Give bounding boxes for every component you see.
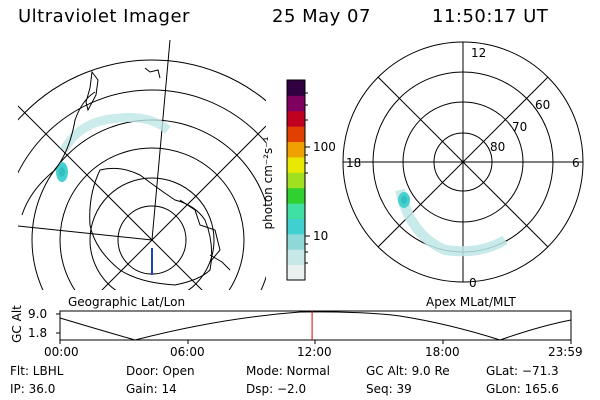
time-tick-2359: 23:59 xyxy=(548,345,583,359)
aurora-emission-right xyxy=(395,188,508,257)
altitude-curve xyxy=(59,311,572,341)
colorbar-cell xyxy=(287,218,305,235)
colorbar-ticks xyxy=(305,92,310,264)
info-gcalt: GC Alt: 9.0 Re xyxy=(366,364,450,378)
info-gain: Gain: 14 xyxy=(126,382,177,396)
info-flt: Flt: LBHL xyxy=(10,364,64,378)
altitude-ytick-low: 1.8 xyxy=(28,326,48,340)
time-tick-1200: 12:00 xyxy=(297,345,332,359)
left-panel-label: Geographic Lat/Lon xyxy=(68,295,186,309)
info-glat: GLat: −71.3 xyxy=(486,364,559,378)
coastlines xyxy=(21,67,231,286)
colorbar-cell xyxy=(287,187,305,204)
altitude-ylabel: GC Alt xyxy=(10,305,24,343)
colorbar-unit-label: photon cm⁻²s⁻¹ xyxy=(261,136,275,230)
mlat-label-70: 70 xyxy=(512,120,528,134)
time-tick-0000: 00:00 xyxy=(44,345,79,359)
colorbar xyxy=(286,79,310,281)
altitude-plot xyxy=(56,310,572,344)
mlt-label-0: 0 xyxy=(469,276,477,290)
time-tick-0600: 06:00 xyxy=(170,345,205,359)
altitude-ytick-high: 9.0 xyxy=(28,307,48,321)
image-time: 11:50:17 UT xyxy=(432,6,549,27)
colorbar-cell xyxy=(287,95,305,112)
colorbar-cell xyxy=(287,156,305,173)
info-dsp: Dsp: −2.0 xyxy=(246,382,307,396)
info-mode: Mode: Normal xyxy=(246,364,330,378)
colorbar-tick-100: 100 xyxy=(313,140,336,154)
colorbar-cell xyxy=(287,110,305,127)
colorbar-cell xyxy=(287,172,305,189)
geographic-map xyxy=(18,40,266,290)
aurora-emission-left xyxy=(56,113,171,182)
colorbar-cell xyxy=(287,264,305,281)
image-date: 25 May 07 xyxy=(272,6,371,27)
info-glon: GLon: 165.6 xyxy=(486,382,559,396)
mlt-label-18: 18 xyxy=(346,156,362,170)
colorbar-cell xyxy=(287,249,305,266)
magnetic-polar-plot xyxy=(342,41,584,283)
image-title: Ultraviolet Imager xyxy=(18,6,190,27)
colorbar-cell xyxy=(287,80,305,96)
longitude-lines xyxy=(18,40,266,290)
time-tick-1800: 18:00 xyxy=(425,345,460,359)
mlat-label-60: 60 xyxy=(535,98,551,112)
colorbar-cell xyxy=(287,141,305,158)
mlat-label-80: 80 xyxy=(490,140,506,154)
mlt-label-12: 12 xyxy=(471,46,487,60)
colorbar-cell xyxy=(287,126,305,143)
info-ip: IP: 36.0 xyxy=(10,382,56,396)
colorbar-tick-10: 10 xyxy=(313,229,329,243)
colorbar-cell xyxy=(287,203,305,219)
info-seq: Seq: 39 xyxy=(366,382,412,396)
mlt-label-6: 6 xyxy=(572,156,580,170)
info-door: Door: Open xyxy=(126,364,195,378)
colorbar-cell xyxy=(287,233,305,250)
right-panel-label: Apex MLat/MLT xyxy=(426,295,516,309)
